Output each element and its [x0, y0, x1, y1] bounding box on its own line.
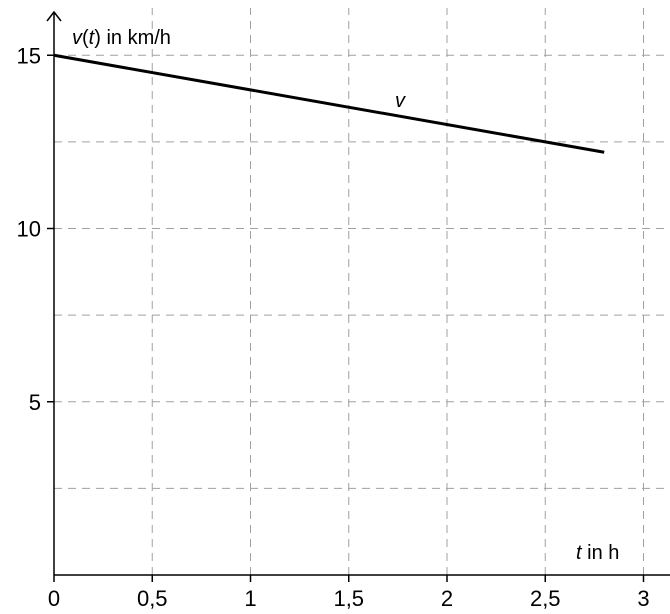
- y-tick-label: 5: [29, 390, 41, 415]
- x-axis-label-unit: in h: [582, 542, 620, 564]
- y-axis-label-var: v: [72, 27, 83, 49]
- y-axis-label: v(t) in km/h: [72, 27, 171, 49]
- x-axis-label: t in h: [576, 542, 619, 564]
- y-axis-label-open: (: [82, 27, 89, 49]
- grid: [54, 8, 668, 575]
- y-tick-label: 10: [17, 217, 41, 242]
- x-tick-label: 3: [637, 586, 649, 611]
- x-axis-label-var: t: [576, 542, 583, 564]
- series-line-v: [53, 53, 605, 154]
- series-layer: [53, 53, 605, 154]
- ticks: 0 0,5 1 1,5 2 2,5 3 5 10 15: [17, 43, 650, 611]
- x-tick-label: 1: [244, 586, 256, 611]
- x-tick-label: 0: [48, 586, 60, 611]
- axes: [46, 10, 670, 576]
- y-axis-label-unit: ) in km/h: [94, 27, 171, 49]
- x-tick-label: 2,5: [530, 586, 561, 611]
- x-tick-label: 2: [441, 586, 453, 611]
- x-tick-label: 0,5: [137, 586, 168, 611]
- y-tick-label: 15: [17, 43, 41, 68]
- x-tick-label: 1,5: [333, 586, 364, 611]
- y-axis-arrow: [46, 10, 62, 22]
- y-axis-label-var2: t: [89, 27, 96, 49]
- series-label-v: v: [395, 90, 406, 112]
